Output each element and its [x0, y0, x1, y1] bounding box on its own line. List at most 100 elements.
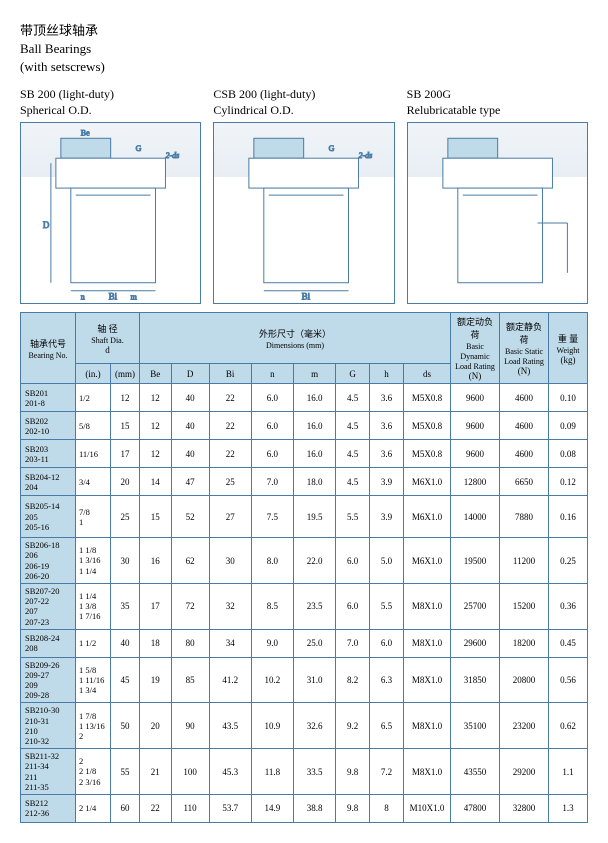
cell: 20 [111, 468, 140, 496]
cell: 5.5 [370, 583, 404, 629]
diagram-3-subtitle: Relubricatable type [407, 103, 501, 117]
hdr-shaft-en: Shaft Dia. [91, 336, 123, 345]
cell: 15200 [500, 583, 549, 629]
table-row: SB210-30 210-31 210 210-321 7/8 1 13/16 … [21, 703, 588, 749]
cell: 4.5 [336, 412, 370, 440]
cell: M6X1.0 [404, 538, 451, 584]
diagram-3-drawing [407, 122, 588, 304]
cell: 3.9 [370, 496, 404, 538]
cell: 31850 [451, 657, 500, 703]
cell: SB211-32 211-34 211 211-35 [21, 749, 76, 795]
cell: 47800 [451, 794, 500, 822]
table-row: SB209-26 209-27 209 209-281 5/8 1 11/16 … [21, 657, 588, 703]
hdr-dim-cn: 外形尺寸（毫米） [259, 329, 331, 339]
cell: 9600 [451, 384, 500, 412]
diagram-2-title: CSB 200 (light-duty) [213, 87, 315, 101]
cell: 60 [111, 794, 140, 822]
cell: 10.9 [251, 703, 293, 749]
cell: 12 [140, 440, 172, 468]
cell: 80 [171, 629, 209, 657]
cell: 20800 [500, 657, 549, 703]
hdr-wt-cn: 重 量 [558, 334, 578, 344]
cell: 1 5/8 1 11/16 1 3/4 [76, 657, 111, 703]
cell: 110 [171, 794, 209, 822]
cell: 6.5 [370, 703, 404, 749]
cell: 7/8 1 [76, 496, 111, 538]
hdr-stat-en: Basic Static Load Rating [504, 347, 544, 366]
hdr-D: D [171, 364, 209, 384]
hdr-h: h [370, 364, 404, 384]
hdr-dyn-n: (N) [469, 371, 482, 381]
cell: 25700 [451, 583, 500, 629]
cell: 50 [111, 703, 140, 749]
cell: M8X1.0 [404, 749, 451, 795]
cell: 53.7 [209, 794, 251, 822]
cell: 30 [209, 538, 251, 584]
title-english-2: (with setscrews) [20, 59, 588, 75]
cell: SB205-14 205 205-16 [21, 496, 76, 538]
cell: 4.5 [336, 384, 370, 412]
table-row: SB211-32 211-34 211 211-352 2 1/8 2 3/16… [21, 749, 588, 795]
svg-text:Be: Be [81, 128, 90, 137]
svg-text:D: D [43, 220, 50, 230]
cell: 3/4 [76, 468, 111, 496]
hdr-m: m [294, 364, 336, 384]
cell: 40 [171, 440, 209, 468]
hdr-ds: ds [404, 364, 451, 384]
cell: 1 1/2 [76, 629, 111, 657]
cell: 6.0 [336, 538, 370, 584]
cell: 8.2 [336, 657, 370, 703]
cell: 45 [111, 657, 140, 703]
cell: 7.5 [251, 496, 293, 538]
hdr-stat-n: (N) [518, 366, 531, 376]
cell: 0.56 [549, 657, 588, 703]
diagram-1-title: SB 200 (light-duty) [20, 87, 114, 101]
cell: 5.0 [370, 538, 404, 584]
cell: 100 [171, 749, 209, 795]
cell: 55 [111, 749, 140, 795]
cell: 16.0 [294, 384, 336, 412]
cell: 40 [171, 384, 209, 412]
cell: SB206-18 206 206-19 206-20 [21, 538, 76, 584]
diagram-row: SB 200 (light-duty)Spherical O.D. D Bi B… [20, 87, 588, 304]
cell: 0.08 [549, 440, 588, 468]
hdr-bearing-cn: 轴承代号 [30, 339, 66, 349]
cell: 41.2 [209, 657, 251, 703]
table-header: 轴承代号Bearing No. 轴 径Shaft Dia.d 外形尺寸（毫米）D… [21, 313, 588, 384]
cell: 7.2 [370, 749, 404, 795]
hdr-shaft-d: d [105, 345, 110, 355]
cell: 9600 [451, 412, 500, 440]
diagram-2-subtitle: Cylindrical O.D. [213, 103, 293, 117]
cell: 22 [209, 440, 251, 468]
svg-text:2-ds: 2-ds [165, 151, 179, 160]
cell: 11/16 [76, 440, 111, 468]
diagram-3-title: SB 200G [407, 87, 451, 101]
cell: M5X0.8 [404, 412, 451, 440]
hdr-dim-en: Dimensions (mm) [266, 341, 324, 350]
hdr-mm: (mm) [111, 364, 140, 384]
table-row: SB205-14 205 205-167/8 1251552277.519.55… [21, 496, 588, 538]
cell: 6.0 [336, 583, 370, 629]
cell: 0.09 [549, 412, 588, 440]
cell: 3.6 [370, 440, 404, 468]
cell: 32800 [500, 794, 549, 822]
cell: 23200 [500, 703, 549, 749]
cell: 19500 [451, 538, 500, 584]
diagram-1: SB 200 (light-duty)Spherical O.D. D Bi B… [20, 87, 201, 304]
cell: 33.5 [294, 749, 336, 795]
cell: 17 [111, 440, 140, 468]
cell: 4.5 [336, 440, 370, 468]
cell: 90 [171, 703, 209, 749]
hdr-wt-en: Weight [557, 346, 580, 355]
hdr-stat-cn: 额定静负荷 [506, 322, 542, 345]
cell: M6X1.0 [404, 468, 451, 496]
hdr-Be: Be [140, 364, 172, 384]
cell: 62 [171, 538, 209, 584]
cell: 20 [140, 703, 172, 749]
cell: 31.0 [294, 657, 336, 703]
cell: 7.0 [336, 629, 370, 657]
cell: 0.10 [549, 384, 588, 412]
cell: 12 [140, 384, 172, 412]
cell: SB204-12 204 [21, 468, 76, 496]
cell: SB201 201-8 [21, 384, 76, 412]
